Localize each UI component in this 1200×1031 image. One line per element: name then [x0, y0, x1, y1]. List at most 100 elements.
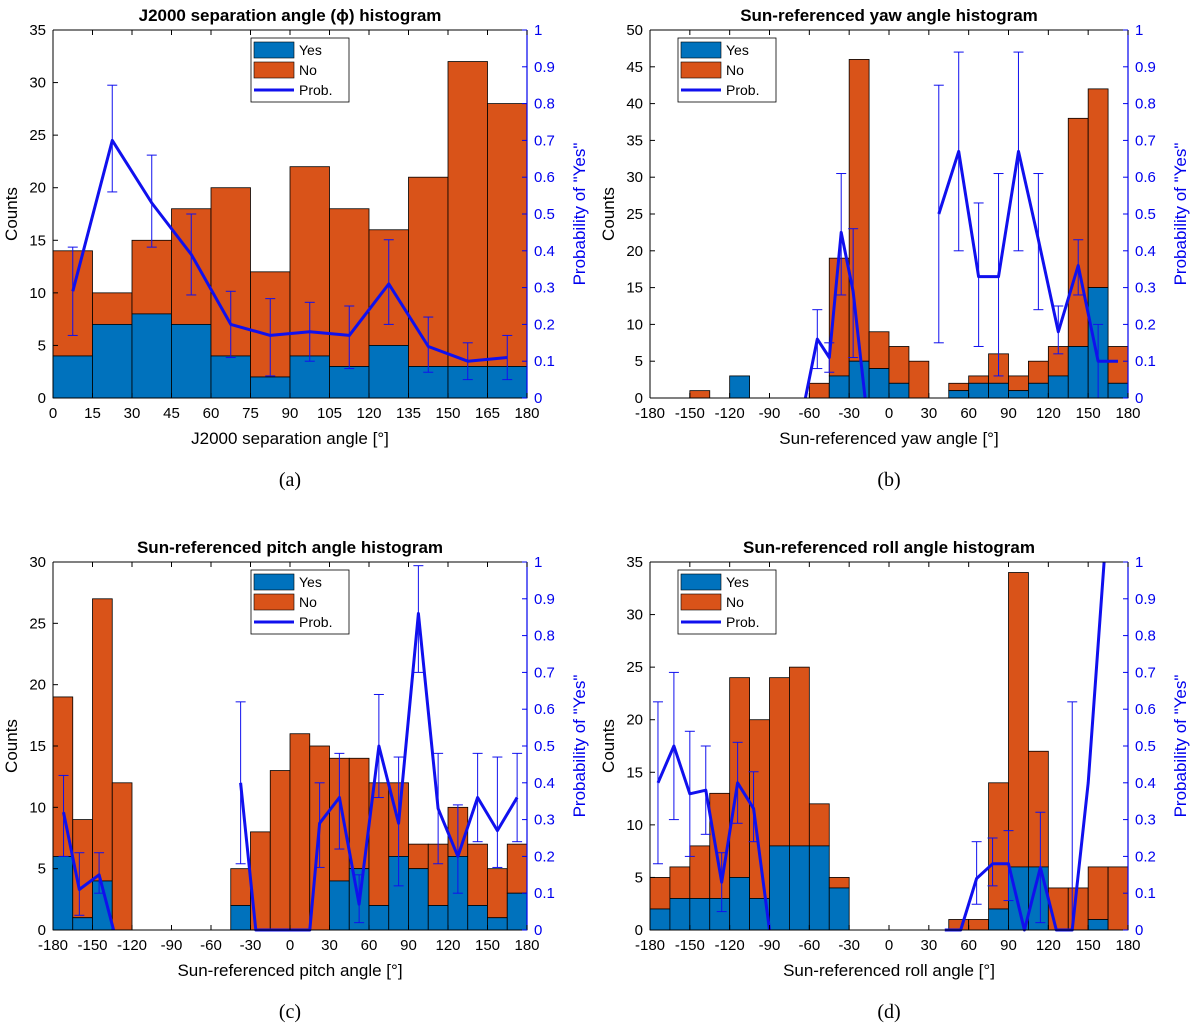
legend-label: Yes [726, 42, 749, 58]
x-tick-label: 180 [1115, 937, 1140, 954]
panel-caption: (b) [877, 469, 900, 491]
bar-yes [1087, 919, 1109, 931]
y-tick-label-right: 0.9 [534, 59, 555, 76]
y-tick-label-right: 0.2 [1135, 848, 1156, 865]
y-tick-label: 30 [29, 554, 46, 571]
bar-no [506, 843, 528, 894]
bar-no [988, 782, 1009, 910]
bar-yes [868, 368, 890, 399]
legend-label: No [726, 594, 744, 610]
bar-no [487, 103, 528, 367]
x-tick-label: 180 [1115, 405, 1140, 422]
x-tick-label: 105 [317, 405, 342, 422]
bar-yes [1008, 390, 1029, 399]
x-tick-label: -150 [675, 405, 705, 422]
bar-yes [948, 390, 970, 399]
legend-label: No [299, 594, 317, 610]
bar-yes [210, 355, 251, 399]
bar-yes [329, 366, 370, 399]
x-tick-label: 60 [361, 937, 378, 954]
y-tick-label: 15 [626, 280, 643, 297]
y-tick-label: 15 [626, 764, 643, 781]
y-tick-label-right: 0.6 [534, 169, 555, 186]
x-tick-label: -30 [240, 937, 262, 954]
chart-d: -180 -150 -120 -90 -60 -30 0 30 60 90 120 150 180051… [599, 538, 1190, 1023]
bar-yes [729, 877, 750, 931]
y-tick-label: 15 [29, 232, 46, 249]
legend-label: Yes [726, 574, 749, 590]
chart-title: Sun-referenced yaw angle histogram [740, 6, 1038, 25]
bar-no [789, 666, 810, 847]
y-tick-label-right: 1 [1135, 22, 1143, 39]
legend-swatch-yes [253, 41, 295, 59]
y-tick-label-right: 0.4 [534, 775, 555, 792]
bar-yes [250, 376, 291, 399]
bar-yes [289, 355, 330, 399]
y-tick-label: 35 [626, 132, 643, 149]
y-tick-label: 30 [626, 169, 643, 186]
y-tick-label-right: 0.5 [1135, 738, 1156, 755]
bar-no [669, 866, 691, 899]
y-tick-label-right: 0.7 [1135, 664, 1156, 681]
y-tick-label-right: 0 [534, 922, 542, 939]
y-tick-label: 25 [29, 127, 46, 144]
y-tick-label: 10 [29, 285, 46, 302]
x-tick-label: 60 [203, 405, 220, 422]
x-tick-label: 90 [1000, 937, 1017, 954]
y-tick-label: 0 [38, 922, 46, 939]
x-axis-label: Sun-referenced yaw angle [°] [779, 429, 998, 448]
prob-line [656, 744, 771, 931]
bar-no [1107, 866, 1129, 931]
y-axis-label: Counts [599, 719, 618, 773]
y-tick-label-right: 0.9 [1135, 59, 1156, 76]
y-tick-label: 30 [626, 607, 643, 624]
bars [52, 61, 528, 399]
legend-swatch-no [680, 61, 722, 79]
bar-no [269, 770, 291, 931]
bar-yes [769, 845, 790, 931]
x-tick-label: 120 [356, 405, 381, 422]
y-tick-label: 25 [29, 615, 46, 632]
x-tick-label: -60 [798, 937, 820, 954]
y-axis-label: Counts [2, 187, 21, 241]
y-tick-label-right: 0.4 [534, 243, 555, 260]
y-axis-label-right: Probability of "Yes" [1171, 143, 1190, 286]
bar-yes [649, 908, 671, 931]
y-axis-label-right: Probability of "Yes" [1171, 675, 1190, 818]
y-tick-label: 25 [626, 206, 643, 223]
y-tick-label-right: 0.7 [1135, 132, 1156, 149]
bar-yes [52, 856, 74, 931]
y-tick-label: 50 [626, 22, 643, 39]
bar-yes [131, 313, 172, 399]
y-tick-label-right: 0.1 [534, 353, 555, 370]
x-tick-label: 0 [885, 405, 893, 422]
bar-no [289, 733, 311, 931]
x-tick-label: 0 [885, 937, 893, 954]
bar-yes [729, 375, 750, 399]
bar-yes [467, 905, 488, 931]
x-tick-label: -120 [117, 937, 147, 954]
y-tick-label: 35 [626, 554, 643, 571]
y-tick-label: 20 [29, 180, 46, 197]
bar-yes [368, 345, 409, 399]
bar-yes [968, 382, 989, 399]
bar-no [1028, 360, 1049, 384]
y-tick-label-right: 0.5 [534, 206, 555, 223]
x-tick-label: 30 [124, 405, 141, 422]
x-tick-label: 75 [242, 405, 259, 422]
y-tick-label: 0 [635, 390, 643, 407]
bar-yes [789, 845, 810, 931]
y-tick-label-right: 1 [534, 22, 542, 39]
legend-label: Yes [299, 574, 322, 590]
bar-no [487, 868, 508, 919]
y-tick-label-right: 0.2 [534, 316, 555, 333]
y-tick-label: 5 [635, 869, 643, 886]
panel-caption: (d) [877, 1001, 900, 1023]
bar-no [868, 331, 890, 369]
bar-yes [689, 898, 711, 931]
x-tick-label: -30 [838, 405, 860, 422]
y-tick-label-right: 1 [1135, 554, 1143, 571]
y-tick-label-right: 0.6 [1135, 169, 1156, 186]
bar-yes [988, 908, 1009, 931]
y-tick-label: 20 [626, 243, 643, 260]
